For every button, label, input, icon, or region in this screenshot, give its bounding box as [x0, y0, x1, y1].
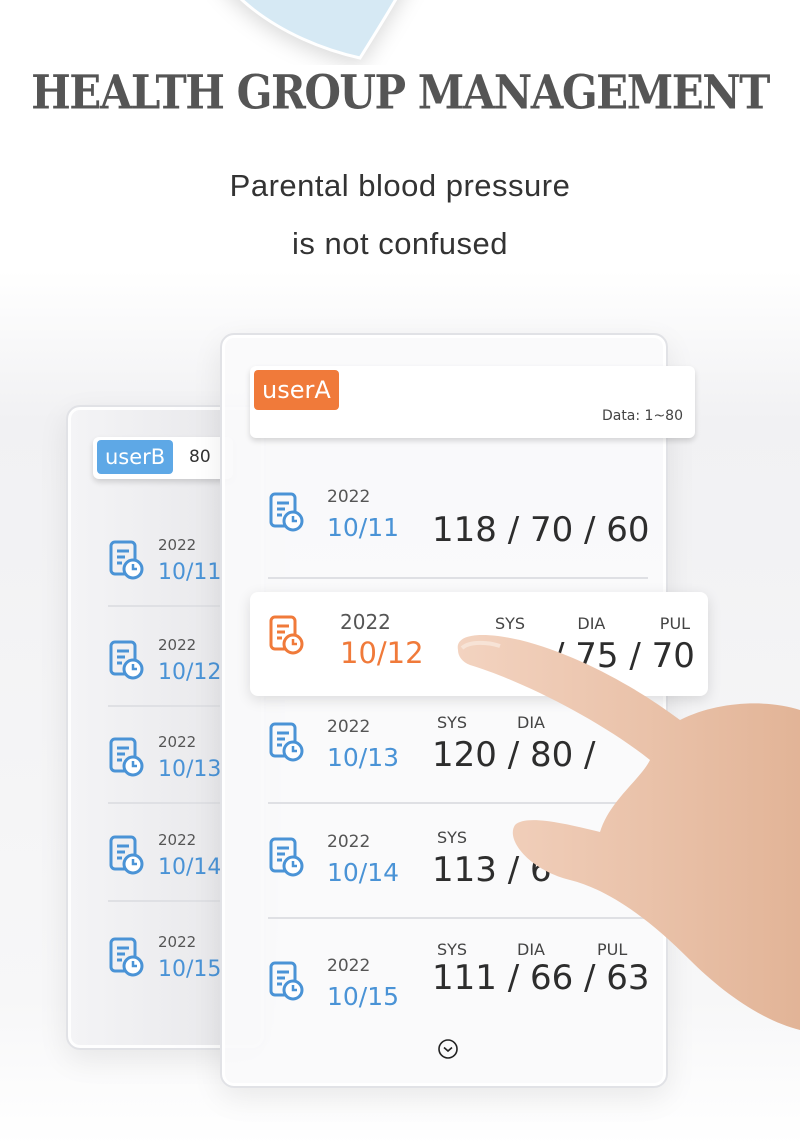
record-clock-icon	[108, 639, 144, 685]
user-a-record-year: 2022	[327, 717, 371, 737]
user-a-header: userA Data: 1~80	[250, 366, 695, 438]
blood-pressure-values: 120 / 80 /	[432, 735, 596, 775]
record-clock-icon	[268, 614, 304, 660]
record-clock-icon	[108, 834, 144, 880]
record-clock-icon	[108, 936, 144, 982]
user-a-record-date[interactable]: 10/14	[327, 858, 400, 887]
user-b-record-year: 2022	[158, 536, 197, 554]
user-b-record-date[interactable]: 10/14	[158, 855, 222, 880]
record-clock-icon	[268, 960, 304, 1006]
user-b-record-date[interactable]: 10/12	[158, 660, 222, 685]
user-b-record-year: 2022	[158, 933, 197, 951]
sys-label: SYS	[437, 713, 468, 732]
user-a-record-year: 2022	[327, 832, 371, 852]
blood-pressure-values: 113 / 6	[432, 850, 552, 890]
blood-pressure-values: / 75 / 70	[553, 636, 695, 676]
record-clock-icon	[268, 721, 304, 767]
user-b-badge[interactable]: userB	[97, 440, 174, 474]
user-b-data-range: 80	[189, 447, 211, 467]
heart-shape-graphic	[240, 0, 398, 60]
record-clock-icon	[268, 491, 304, 537]
dia-label: DIA	[517, 940, 545, 959]
subtitle-line-2: is not confused	[291, 226, 509, 261]
dia-label: DIA	[517, 713, 545, 732]
blood-pressure-values: 111 / 66 / 63	[432, 958, 650, 998]
record-clock-icon	[108, 539, 144, 585]
user-a-data-range: Data: 1~80	[601, 408, 683, 424]
user-a-record-year: 2022	[327, 487, 371, 507]
user-b-header: userB 80	[93, 437, 233, 479]
pul-label: PUL	[659, 614, 691, 633]
user-b-record-date[interactable]: 10/13	[158, 757, 222, 782]
user-a-record-date[interactable]: 10/13	[327, 743, 400, 772]
chevron-down-circle-icon[interactable]	[437, 1038, 459, 1060]
user-b-record-year: 2022	[158, 636, 197, 654]
user-b-record-date[interactable]: 10/15	[158, 957, 222, 982]
user-a-record-date[interactable]: 10/15	[327, 982, 400, 1011]
user-b-record-year: 2022	[158, 831, 197, 849]
user-b-record-year: 2022	[158, 733, 197, 751]
sys-label: SYS	[437, 828, 468, 847]
page-title: HEALTH GROUP MANAGEMENT	[31, 65, 770, 120]
dia-label: DIA	[577, 614, 606, 633]
user-a-badge[interactable]: userA	[254, 370, 339, 410]
sys-label: SYS	[437, 940, 468, 959]
user-b-record-date[interactable]: 10/11	[158, 560, 222, 585]
record-clock-icon	[268, 836, 304, 882]
subtitle-line-1: Parental blood pressure	[229, 168, 571, 203]
user-a-record-date[interactable]: 10/11	[327, 513, 400, 542]
pul-label: PUL	[597, 940, 628, 959]
record-clock-icon	[108, 736, 144, 782]
blood-pressure-values: 118 / 70 / 60	[432, 510, 650, 550]
user-a-record-year: 2022	[340, 610, 391, 634]
user-a-record-year: 2022	[327, 956, 371, 976]
user-a-record-date[interactable]: 10/12	[340, 636, 424, 670]
sys-label: SYS	[495, 614, 526, 633]
